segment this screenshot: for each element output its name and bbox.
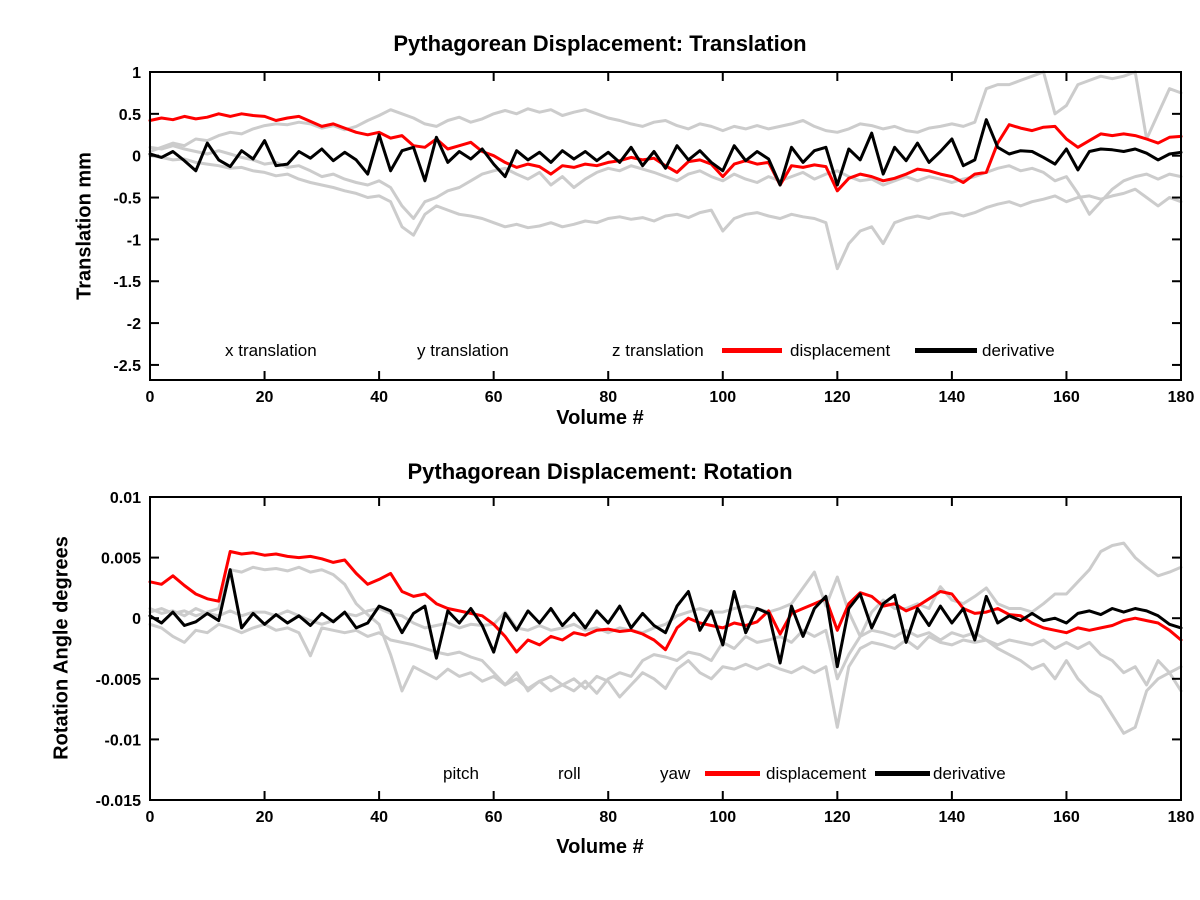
y-tick-label: 0 (132, 149, 141, 166)
x-tick-label: 120 (824, 809, 851, 826)
legend-item-yaw: yaw (660, 764, 691, 783)
legend-item-y-translation: y translation (417, 341, 509, 360)
top-chart-title: Pythagorean Displacement: Translation (393, 31, 807, 56)
x-tick-label: 160 (1053, 809, 1080, 826)
derivative-line-swatch (875, 771, 930, 776)
x-tick-label: 0 (146, 809, 155, 826)
series-roll (148, 622, 1183, 695)
axes-box (149, 71, 1182, 381)
top-legend: x translation y translation z translatio… (0, 341, 1200, 365)
y-tick-label: 0.5 (119, 107, 141, 124)
series-pitch (148, 565, 1183, 735)
x-tick-label: 60 (485, 809, 503, 826)
x-tick-label: 60 (485, 389, 503, 406)
x-tick-label: 80 (599, 809, 617, 826)
legend-item-z-translation: z translation (612, 341, 704, 360)
x-tick-label: 20 (256, 389, 274, 406)
bottom-x-axis-label: Volume # (556, 836, 644, 858)
x-tick-label: 40 (370, 389, 388, 406)
legend-item-derivative: derivative (982, 341, 1055, 360)
top-x-axis-label: Volume # (556, 407, 644, 429)
bottom-legend: pitch roll yaw displacement derivative (0, 764, 1200, 788)
x-tick-label: 140 (939, 389, 966, 406)
y-tick-label: 0.01 (110, 490, 141, 507)
series-z-translation (148, 154, 1183, 271)
legend-item-pitch: pitch (443, 764, 479, 783)
legend-item-derivative: derivative (933, 764, 1006, 783)
bottom-y-axis-label: Rotation Angle degrees (50, 536, 73, 760)
legend-item-displacement: displacement (766, 764, 867, 783)
series-derivative (148, 118, 1183, 187)
x-tick-label: 0 (146, 389, 155, 406)
x-tick-label: 160 (1053, 389, 1080, 406)
y-tick-label: -2 (127, 316, 141, 333)
x-tick-label: 40 (370, 809, 388, 826)
y-tick-label: -0.015 (96, 793, 141, 810)
legend-item-x-translation: x translation (225, 341, 317, 360)
series-displacement (148, 550, 1183, 654)
y-tick-label: -1.5 (113, 274, 141, 291)
series-yaw (148, 541, 1183, 638)
series-x-translation (148, 70, 1183, 153)
top-y-axis-label: Translation mm (73, 152, 96, 300)
y-tick-label: -0.5 (113, 191, 141, 208)
legend-item-roll: roll (558, 764, 581, 783)
y-tick-label: 1 (132, 65, 141, 82)
y-tick-label: 0.005 (101, 551, 141, 568)
x-tick-label: 80 (599, 389, 617, 406)
y-tick-label: -2.5 (113, 358, 141, 375)
displacement-line-swatch (705, 771, 760, 776)
x-tick-label: 180 (1168, 809, 1195, 826)
y-tick-label: -0.005 (96, 672, 141, 689)
x-tick-label: 100 (709, 809, 736, 826)
series-derivative (148, 568, 1183, 669)
y-tick-label: -0.01 (105, 732, 142, 749)
derivative-line-swatch (915, 348, 977, 353)
y-tick-label: 0 (132, 611, 141, 628)
x-tick-label: 20 (256, 809, 274, 826)
x-tick-label: 180 (1168, 389, 1195, 406)
bottom-chart-title: Pythagorean Displacement: Rotation (407, 459, 793, 484)
axes-box (149, 496, 1182, 801)
legend-item-displacement: displacement (790, 341, 891, 360)
y-tick-label: -1 (127, 232, 141, 249)
x-tick-label: 120 (824, 389, 851, 406)
x-tick-label: 100 (709, 389, 736, 406)
x-tick-label: 140 (939, 809, 966, 826)
displacement-line-swatch (722, 348, 782, 353)
series-y-translation (148, 144, 1183, 220)
